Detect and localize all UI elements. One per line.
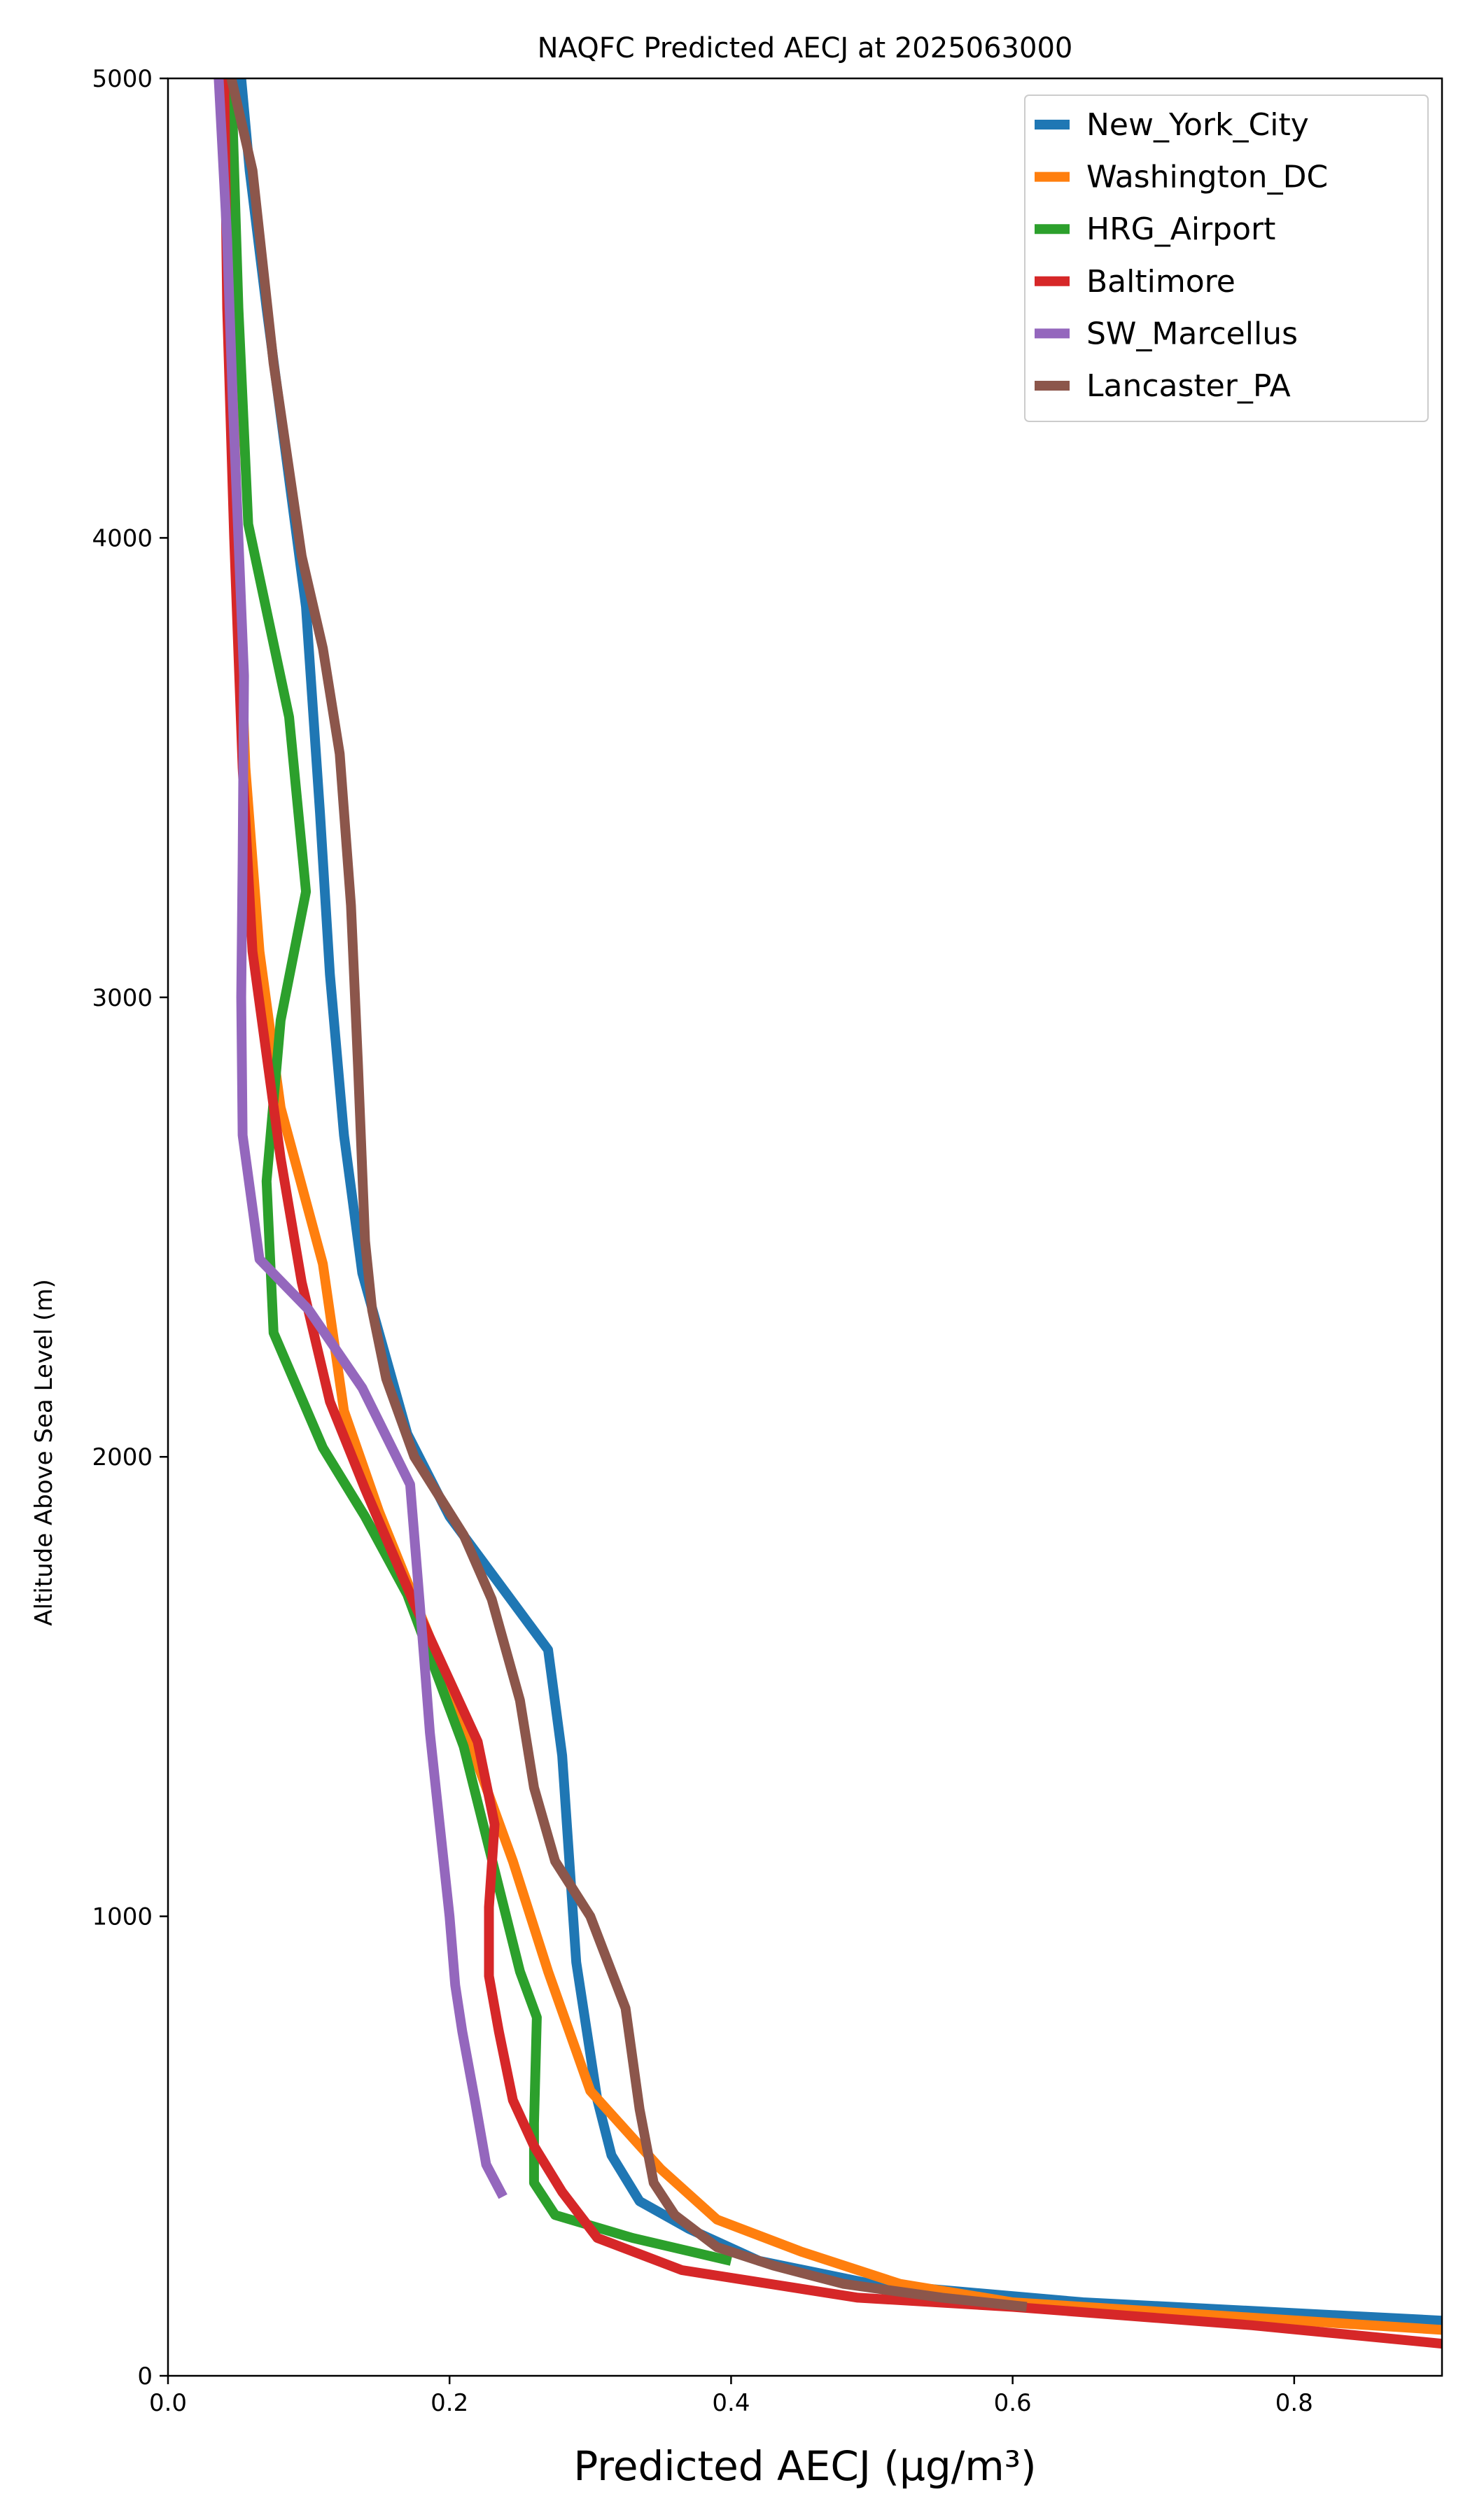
legend-label: HRG_Airport <box>1086 211 1275 247</box>
series-line-baltimore <box>219 78 1442 2349</box>
x-tick-label: 0.0 <box>149 2389 187 2417</box>
chart-title: NAQFC Predicted AECJ at 2025063000 <box>538 32 1073 64</box>
y-tick-label: 5000 <box>92 65 153 93</box>
y-tick-label: 0 <box>137 2362 153 2390</box>
x-tick-label: 0.4 <box>712 2389 750 2417</box>
legend-entry: Baltimore <box>1035 264 1236 300</box>
series-line-sw-marcellus <box>214 78 507 2199</box>
y-tick-label: 3000 <box>92 984 153 1012</box>
legend-entry: SW_Marcellus <box>1035 316 1298 351</box>
legend-label: New_York_City <box>1086 107 1309 143</box>
legend-label: Washington_DC <box>1086 160 1328 195</box>
plot-frame <box>167 77 1443 2377</box>
y-axis-ticks: 0 1000 2000 3000 4000 5000 <box>92 65 168 2390</box>
y-tick-label: 2000 <box>92 1443 153 1471</box>
series-layer <box>214 78 1442 2349</box>
x-axis-ticks: 0.0 0.2 0.4 0.6 0.8 <box>149 2376 1313 2417</box>
legend-label: Baltimore <box>1086 264 1236 300</box>
y-axis-label: Altitude Above Sea Level (m) <box>30 1279 58 1626</box>
series-line-lancaster-pa <box>226 78 1028 2312</box>
series-line-hrg-airport <box>226 78 732 2266</box>
x-tick-label: 0.6 <box>994 2389 1032 2417</box>
legend-frame <box>1024 94 1429 422</box>
y-tick-label: 4000 <box>92 524 153 552</box>
x-tick-label: 0.2 <box>430 2389 468 2417</box>
legend: New_York_City Washington_DC HRG_Airport Bal… <box>1024 94 1429 422</box>
x-axis-label: Predicted AECJ (μg/m³) <box>573 2442 1036 2490</box>
x-tick-label: 0.8 <box>1275 2389 1313 2417</box>
legend-label: SW_Marcellus <box>1086 316 1298 351</box>
legend-entry: Washington_DC <box>1035 160 1328 195</box>
legend-entry: Lancaster_PA <box>1035 368 1291 404</box>
legend-label: Lancaster_PA <box>1086 368 1291 404</box>
legend-entry: HRG_Airport <box>1035 211 1275 247</box>
legend-entry: New_York_City <box>1035 107 1309 143</box>
y-tick-label: 1000 <box>92 1903 153 1931</box>
